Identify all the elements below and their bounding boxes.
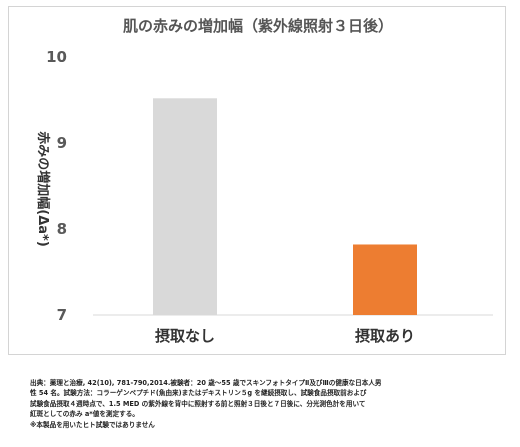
- bar-2: [353, 244, 417, 315]
- x-category-label: 摂取あり: [355, 327, 415, 345]
- y-axis-label: 赤みの増加幅(Δa*): [35, 131, 51, 247]
- bar-1: [153, 98, 217, 315]
- footnote-line: ※本製品を用いたヒト試験ではありません: [30, 420, 155, 429]
- y-axis-ticks: 7 8 9 10: [46, 48, 67, 324]
- footnote-line: 紅斑としての赤み a*値を測定する。: [30, 410, 139, 419]
- chart-frame: 肌の赤みの増加幅（紫外線照射３日後） 赤みの増加幅(Δa*) 7 8 9 10 摂取な…: [8, 6, 506, 355]
- y-tick-label: 9: [57, 134, 67, 152]
- footnote-line: 出典：薬理と治療, 42(10), 781-790,2014.被験者：20 歳～…: [30, 379, 382, 387]
- x-category-label: 摂取なし: [155, 327, 215, 345]
- footnote-line: 試験食品摂取４週時点で、1.5 MED の紫外線を背中に照射する前と照射３日後と…: [30, 399, 366, 408]
- y-tick-label: 10: [46, 48, 67, 66]
- bars: [153, 98, 417, 315]
- chart-title: 肌の赤みの増加幅（紫外線照射３日後）: [123, 17, 393, 35]
- footnote-line: 性 54 名。試験方法：コラーゲンペプチド(魚由来)またはデキストリン５g を継…: [30, 389, 367, 398]
- bar-chart: 肌の赤みの増加幅（紫外線照射３日後） 赤みの増加幅(Δa*) 7 8 9 10 摂取な…: [35, 17, 493, 345]
- y-tick-label: 8: [57, 220, 67, 238]
- footnotes: 出典：薬理と治療, 42(10), 781-790,2014.被験者：20 歳～…: [30, 378, 500, 430]
- y-tick-label: 7: [57, 306, 67, 324]
- x-axis-categories: 摂取なし 摂取あり: [155, 327, 415, 345]
